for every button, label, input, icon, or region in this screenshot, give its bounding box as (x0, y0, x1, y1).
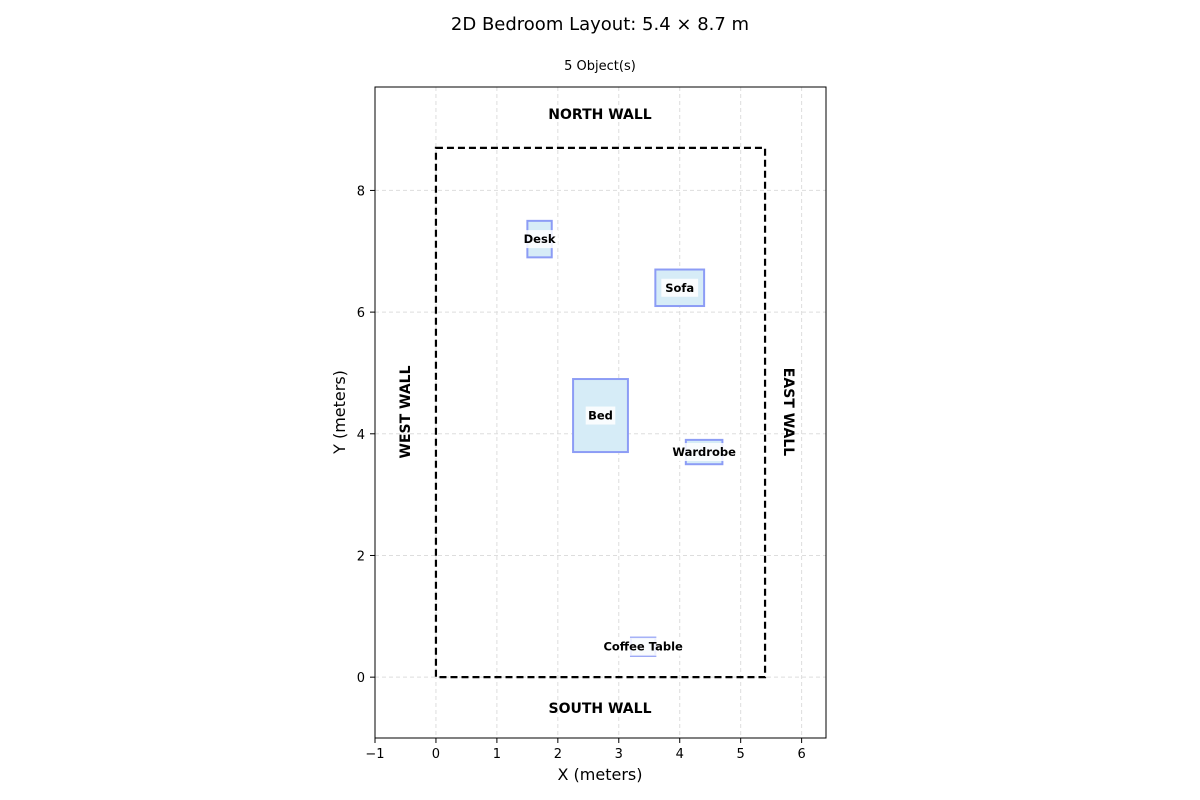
furniture-object: Bed (572, 378, 629, 454)
x-axis-label: X (meters) (558, 765, 643, 784)
furniture-label-bg (521, 230, 558, 249)
objects-layer: Desk Sofa Bed Wardrobe Coffee Table (521, 219, 737, 657)
x-tick-label: 0 (432, 747, 440, 762)
furniture-label-bg (585, 406, 616, 425)
y-tick-label: 8 (357, 184, 365, 199)
room-outline (434, 146, 767, 679)
room-outline-layer (434, 146, 767, 679)
chart-title: 2D Bedroom Layout: 5.4 × 8.7 m (451, 14, 749, 35)
furniture-object: Wardrobe (671, 438, 737, 466)
x-tick-label: 6 (797, 747, 805, 762)
x-tick-label: 3 (615, 747, 623, 762)
west-wall-label: WEST WALL (398, 365, 414, 458)
x-tick-label: −1 (365, 747, 384, 762)
east-wall-label: EAST WALL (780, 368, 796, 456)
y-tick-label: 0 (357, 671, 365, 686)
furniture-label-bg (661, 278, 699, 297)
furniture-label: Sofa (665, 281, 694, 295)
plot-frame (374, 86, 827, 739)
north-wall-label: NORTH WALL (548, 107, 651, 123)
y-tick-label: 2 (357, 549, 365, 564)
furniture-label: Bed (588, 409, 613, 423)
y-tick-label: 6 (357, 306, 365, 321)
furniture-label-bg (671, 443, 737, 462)
furniture-object: Sofa (654, 268, 706, 308)
furniture-label-bg (595, 637, 691, 656)
chart-subtitle: 5 Object(s) (564, 59, 636, 74)
y-tick-label: 4 (357, 428, 365, 443)
x-tick-label: 1 (493, 747, 501, 762)
x-tick-label: 4 (676, 747, 684, 762)
furniture-label: Coffee Table (603, 640, 683, 654)
furniture-label: Desk (524, 232, 556, 246)
y-axis-label: Y (meters) (330, 370, 349, 455)
south-wall-label: SOUTH WALL (549, 701, 652, 717)
x-tick-label: 5 (737, 747, 745, 762)
furniture-object: Desk (521, 219, 558, 259)
x-tick-label: 2 (554, 747, 562, 762)
axis-ticks: −1 0 1 2 3 4 5 6 0 2 4 6 8 (357, 184, 806, 762)
furniture-label: Wardrobe (672, 445, 736, 459)
furniture-object: Coffee Table (595, 636, 691, 657)
